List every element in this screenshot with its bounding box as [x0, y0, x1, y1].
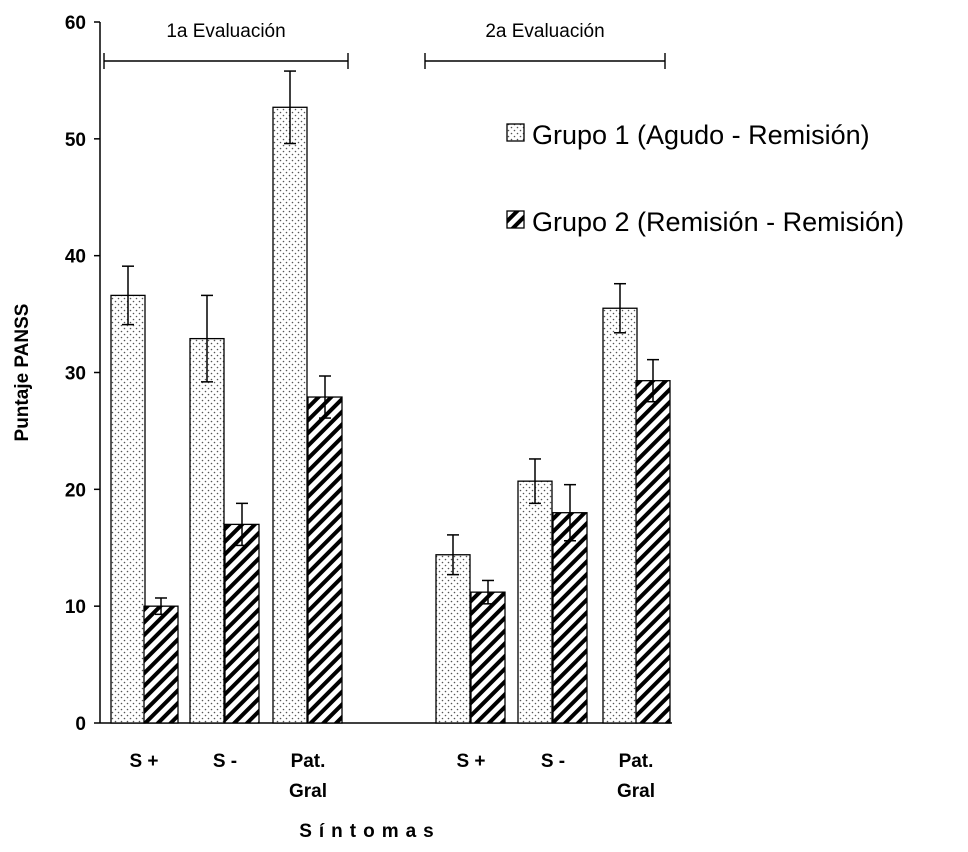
category-label: S - [213, 751, 237, 772]
category-label: S + [129, 751, 158, 772]
bar-grupo1 [110, 294, 146, 724]
bar-grupo2 [552, 512, 588, 724]
bar-grupo2 [143, 605, 179, 724]
group-label: 1a Evaluación [166, 21, 285, 42]
legend-swatch-grupo2 [506, 210, 525, 229]
y-axis-title: Puntaje PANSS [12, 304, 33, 442]
legend-label: Grupo 2 (Remisión - Remisión) [532, 207, 904, 237]
bar-grupo1 [517, 480, 553, 724]
y-tick-label: 0 [75, 714, 86, 735]
group-label: 2a Evaluación [485, 21, 604, 42]
bar-grupo2 [470, 591, 506, 724]
legend-label: Grupo 1 (Agudo - Remisión) [532, 120, 870, 150]
bar-grupo2 [307, 396, 343, 724]
y-tick-label: 30 [65, 364, 86, 385]
y-tick-label: 20 [65, 480, 86, 501]
bar-grupo1 [435, 554, 471, 724]
category-label: S - [541, 751, 565, 772]
bar-grupo2 [224, 523, 260, 724]
category-label: Pat. Gral [617, 751, 655, 802]
x-axis-title: Síntomas [299, 821, 441, 842]
y-tick-label: 40 [65, 247, 86, 268]
bar-grupo1 [272, 106, 308, 724]
y-tick-label: 50 [65, 130, 86, 151]
y-tick-label: 10 [65, 597, 86, 618]
bar-grupo1 [189, 337, 225, 724]
category-label: Pat. Gral [289, 751, 327, 802]
bar-grupo2 [635, 380, 671, 724]
y-tick-label: 60 [65, 13, 86, 34]
category-label: S + [456, 751, 485, 772]
bar-grupo1 [602, 307, 638, 724]
legend-swatch-grupo1 [506, 123, 525, 142]
